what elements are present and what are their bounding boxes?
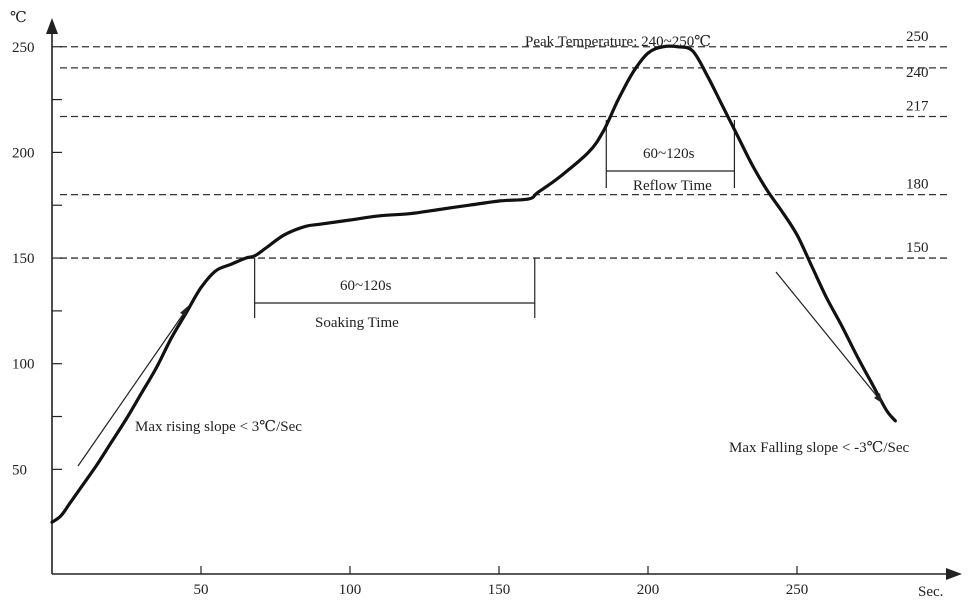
reflow-time-label: Reflow Time	[633, 178, 712, 194]
y-tick-label-250: 250	[12, 40, 35, 56]
reference-label-217: 217	[906, 98, 929, 114]
x-axis-unit-label: Sec.	[918, 584, 943, 600]
rising-arrowhead	[180, 306, 188, 316]
y-tick-label-200: 200	[12, 145, 35, 161]
x-tick-label-200: 200	[637, 582, 660, 598]
y-tick-label-50: 50	[12, 462, 27, 478]
axes	[46, 18, 962, 580]
y-tick-label-150: 150	[12, 251, 35, 267]
x-tick-label-250: 250	[786, 582, 809, 598]
rising-slope-arrow	[77, 309, 187, 467]
soak-time-value: 60~120s	[340, 278, 392, 294]
falling-arrowhead	[874, 393, 882, 403]
reflow-time-value: 60~120s	[643, 146, 695, 162]
reference-lines: 250 240 217 180 150	[60, 29, 948, 259]
y-tick-label-100: 100	[12, 357, 35, 373]
time-brackets	[254, 120, 736, 318]
axis-ticks: 50 100 150 200 250 50 100 150 200 250	[12, 40, 808, 598]
soak-time-label: Soaking Time	[315, 315, 399, 331]
x-tick-label-50: 50	[194, 582, 209, 598]
x-axis-arrowhead	[946, 568, 962, 580]
peak-temperature-label: Peak Temperature: 240~250℃	[525, 34, 711, 50]
falling-slope-arrow	[775, 271, 881, 401]
y-axis-arrowhead	[46, 18, 58, 34]
x-tick-label-100: 100	[339, 582, 362, 598]
falling-slope-label: Max Falling slope < -3℃/Sec	[729, 440, 910, 456]
reference-label-150: 150	[906, 240, 929, 256]
reference-label-250: 250	[906, 29, 929, 45]
temperature-curve	[50, 44, 897, 524]
y-axis-unit-label: ℃	[10, 10, 27, 26]
reference-label-180: 180	[906, 177, 929, 193]
x-tick-label-150: 150	[488, 582, 511, 598]
reference-label-240: 240	[906, 65, 929, 81]
rising-slope-label: Max rising slope < 3℃/Sec	[135, 419, 302, 435]
